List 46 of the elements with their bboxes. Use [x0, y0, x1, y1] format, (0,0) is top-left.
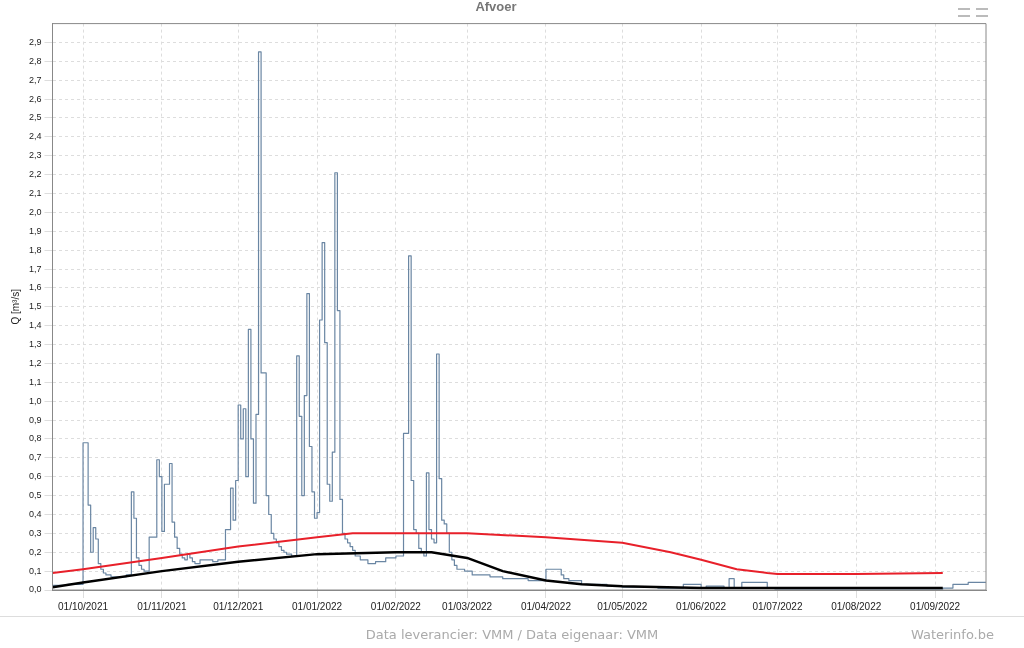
y-tick-label: 2,2 [29, 169, 42, 180]
y-tick-label: 2,8 [29, 55, 42, 66]
x-tick-label: 01/09/2022 [910, 600, 961, 612]
x-tick-label: 01/02/2022 [370, 600, 422, 612]
x-tick-label: 01/10/2021 [58, 600, 109, 612]
y-tick-label: 1,5 [29, 301, 42, 312]
x-tick-label: 01/12/2021 [213, 600, 264, 612]
y-tick-label: 1,2 [29, 357, 42, 368]
y-tick-label: 1,0 [29, 395, 42, 406]
x-tick-label: 01/07/2022 [752, 600, 803, 612]
y-tick-label: 2,1 [29, 188, 42, 198]
y-tick-label: 0,5 [29, 490, 42, 501]
y-tick-label: 0,9 [29, 414, 42, 425]
y-tick-label: 1,8 [29, 244, 42, 255]
x-tick-label: 01/01/2022 [292, 600, 343, 612]
y-tick-label: 1,6 [29, 282, 42, 293]
x-tick-label: 01/04/2022 [520, 600, 572, 612]
y-tick-label: 2,0 [29, 206, 42, 217]
y-tick-label: 0,6 [29, 471, 42, 482]
y-tick-label: 1,9 [29, 225, 42, 236]
y-tick-label: 2,6 [29, 93, 42, 104]
y-tick-label: 2,3 [29, 150, 42, 161]
y-tick-label: 0,4 [29, 508, 42, 519]
x-tick-label: 01/05/2022 [597, 600, 648, 612]
y-tick-label: 1,4 [29, 320, 42, 331]
y-tick-label: 1,1 [29, 376, 42, 387]
y-tick-label: 1,3 [29, 339, 42, 350]
x-tick-label: 01/08/2022 [831, 600, 882, 612]
y-tick-label: 2,9 [29, 36, 42, 47]
y-axis-title: Q [m³/s] [9, 288, 21, 325]
chart-title: Afvoer [475, 0, 517, 15]
y-tick-label: 2,4 [29, 131, 42, 142]
y-tick-label: 0,0 [29, 584, 42, 595]
y-tick-label: 2,7 [29, 74, 42, 85]
y-tick-label: 0,3 [29, 527, 42, 538]
text: Data leverancier: VMM / Data eigenaar: VMM [365, 627, 659, 642]
y-tick-label: 0,7 [29, 452, 42, 463]
y-tick-label: 2,5 [29, 112, 42, 123]
text: Waterinfo.be [911, 627, 994, 642]
y-tick-label: 0,2 [29, 546, 42, 557]
x-tick-label: 01/11/2021 [137, 600, 187, 612]
x-tick-label: 01/03/2022 [442, 600, 493, 612]
y-tick-label: 0,1 [29, 565, 42, 576]
x-tick-label: 01/06/2022 [676, 600, 727, 612]
y-tick-label: 1,7 [29, 263, 42, 274]
y-tick-label: 0,8 [29, 433, 42, 444]
